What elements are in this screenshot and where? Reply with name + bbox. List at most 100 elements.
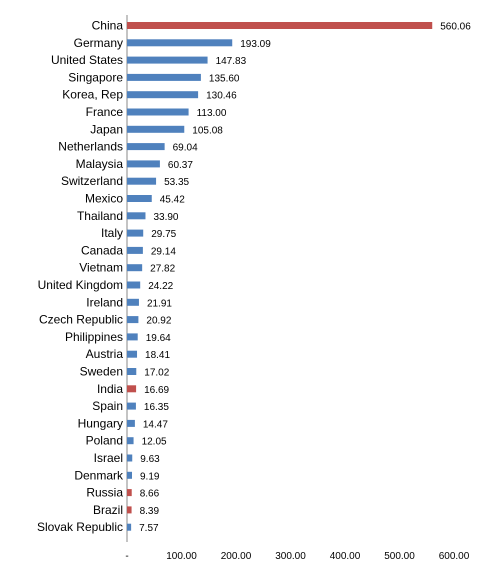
category-label: China: [92, 19, 124, 33]
value-label: 53.35: [164, 177, 189, 188]
bar: [127, 437, 134, 445]
bar: [127, 39, 233, 47]
category-label: Israel: [94, 451, 123, 465]
value-label: 24.22: [148, 281, 173, 292]
value-label: 45.42: [160, 195, 185, 206]
y-axis: China Germany United States Singapore Korea,…: [37, 15, 128, 542]
bar: [127, 506, 132, 514]
value-label: 60.37: [168, 160, 193, 171]
value-label: 69.04: [173, 143, 198, 154]
bar: [127, 402, 136, 410]
category-label: Poland: [86, 434, 123, 448]
value-label: 8.39: [140, 506, 160, 517]
x-tick-label: 600.00: [439, 551, 470, 562]
category-label: Hungary: [78, 416, 123, 430]
x-tick-label: 100.00: [166, 551, 197, 562]
value-label: 19.64: [146, 333, 171, 344]
category-label: Korea, Rep: [62, 88, 123, 102]
value-label: 20.92: [146, 316, 171, 327]
bar: [127, 160, 160, 168]
value-label: 16.69: [144, 385, 169, 396]
x-axis: - 100.00 200.00 300.00 400.00 500.00 600.00: [125, 551, 469, 562]
bar: [127, 523, 132, 531]
bar: [127, 454, 133, 462]
value-label: 135.60: [209, 73, 240, 84]
category-label: Canada: [81, 243, 123, 257]
bar: [127, 281, 141, 289]
bar: [127, 471, 133, 479]
category-label: Netherlands: [58, 140, 123, 154]
bar: [127, 212, 146, 220]
bar: [127, 350, 138, 358]
bar: [127, 368, 137, 375]
value-label: 18.41: [145, 350, 170, 361]
value-label: 7.57: [139, 523, 159, 534]
value-label: 16.35: [144, 402, 169, 413]
x-tick-label: 500.00: [384, 551, 415, 562]
bar: [127, 73, 201, 81]
bar: [127, 229, 144, 237]
category-label: Italy: [101, 226, 123, 240]
category-label: India: [97, 382, 123, 396]
category-label: Denmark: [74, 468, 124, 482]
category-label: Czech Republic: [39, 313, 123, 327]
bar: [127, 333, 138, 341]
category-label: Austria: [86, 347, 124, 361]
bar: [127, 298, 139, 306]
value-label: 29.75: [151, 229, 176, 240]
value-label: 8.66: [140, 489, 160, 500]
value-label: 9.63: [140, 454, 160, 465]
category-label: Thailand: [77, 209, 123, 223]
value-label: 9.19: [140, 471, 160, 482]
value-label: 29.14: [151, 246, 176, 257]
bar: [127, 385, 137, 393]
bar: [127, 195, 152, 202]
x-tick-label: 300.00: [275, 551, 306, 562]
category-label: Russia: [86, 486, 123, 500]
value-label: 105.08: [192, 125, 223, 136]
bars: 560.06 193.09 147.83 135.60 130.46 113.00 105.…: [127, 22, 471, 534]
x-tick-label: -: [125, 551, 128, 562]
bar: [127, 143, 165, 151]
bar: [127, 125, 185, 133]
category-label: Brazil: [93, 503, 123, 517]
value-label: 33.90: [153, 212, 178, 223]
bar: [127, 489, 132, 497]
value-label: 27.82: [150, 264, 175, 275]
category-label: Mexico: [85, 192, 123, 206]
bar: [127, 264, 143, 272]
bar: [127, 108, 189, 116]
category-label: Philippines: [65, 330, 123, 344]
value-label: 14.47: [143, 419, 168, 430]
category-label: Switzerland: [61, 174, 123, 188]
bar: [127, 56, 208, 64]
value-label: 12.05: [142, 437, 167, 448]
value-label: 560.06: [440, 22, 471, 33]
value-label: 17.02: [144, 368, 169, 379]
category-label: Slovak Republic: [37, 520, 123, 534]
category-label: Singapore: [68, 70, 123, 84]
x-tick-label: 200.00: [221, 551, 252, 562]
bar: [127, 246, 143, 254]
bar: [127, 91, 199, 99]
value-label: 113.00: [197, 108, 227, 119]
category-label: Japan: [90, 122, 123, 136]
category-label: Sweden: [80, 365, 123, 379]
value-label: 147.83: [216, 56, 247, 67]
category-label: Spain: [92, 399, 123, 413]
category-label: Ireland: [86, 295, 123, 309]
value-label: 193.09: [240, 39, 271, 50]
category-label: France: [86, 105, 124, 119]
bar: [127, 177, 157, 185]
bar: [127, 419, 135, 427]
category-label: Germany: [74, 36, 123, 50]
category-label: Vietnam: [79, 261, 123, 275]
x-tick-label: 400.00: [330, 551, 361, 562]
category-label: United States: [51, 53, 123, 67]
value-label: 21.91: [147, 298, 172, 309]
category-label: Malaysia: [76, 157, 124, 171]
bar: [127, 22, 433, 29]
category-label: United Kingdom: [38, 278, 123, 292]
bar: [127, 316, 139, 324]
